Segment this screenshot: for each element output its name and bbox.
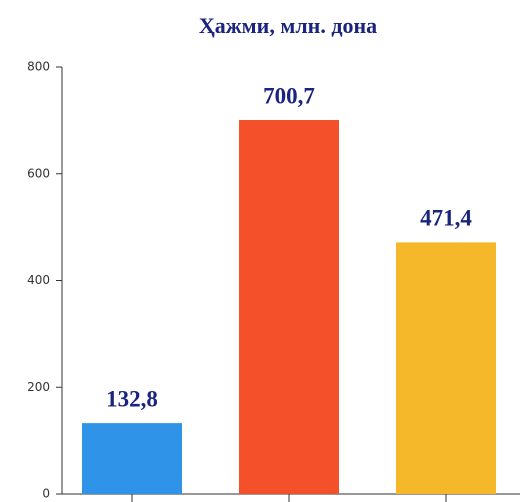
y-tick-label: 400 bbox=[27, 273, 50, 287]
y-tick-label: 600 bbox=[27, 166, 50, 180]
y-tick-label: 800 bbox=[27, 60, 50, 74]
value-label: 132,8 bbox=[106, 386, 158, 411]
value-label: 471,4 bbox=[420, 206, 472, 231]
bar bbox=[239, 120, 339, 494]
y-tick-label: 200 bbox=[27, 380, 50, 394]
bar bbox=[396, 242, 496, 494]
bar bbox=[82, 423, 182, 494]
chart-title: Ҳажми, млн. дона bbox=[199, 13, 377, 38]
value-label: 700,7 bbox=[263, 83, 315, 108]
y-tick-label: 0 bbox=[42, 487, 50, 501]
